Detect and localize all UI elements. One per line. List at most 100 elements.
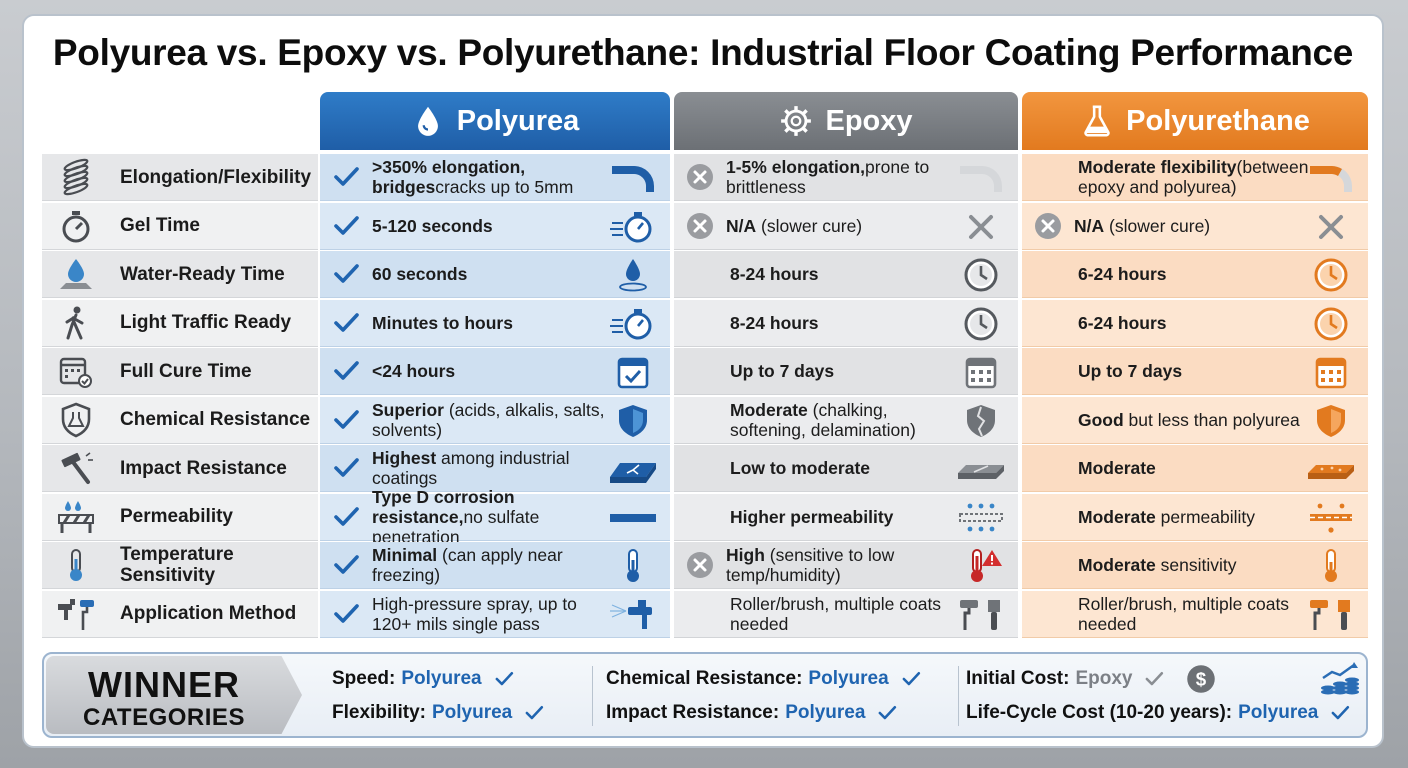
cell-text: Minimal (can apply near freezing) (372, 545, 608, 585)
cell-text-bold: Higher permeability (730, 506, 894, 527)
epoxy-cell: High (sensitive to low temp/humidity) (674, 542, 1018, 589)
cross-circle-icon (686, 163, 714, 191)
check-icon (332, 357, 360, 385)
curve-blue-icon (608, 160, 658, 196)
row-label-cell: Application Method (42, 590, 318, 638)
coins-growth-icon (1321, 662, 1359, 695)
cell-text-bold: Good (1078, 409, 1124, 430)
cell-text-bold: Up to 7 days (730, 361, 835, 381)
cell-text-bold: N/A (726, 215, 757, 236)
winner-item-value: Polyurea (808, 668, 889, 689)
gear-icon (781, 106, 812, 136)
epoxy-cell: 8-24 hours (674, 299, 1018, 347)
cell-text: 5-120 seconds (372, 216, 608, 236)
cell-text-rest: no sulfate penetration (372, 506, 540, 547)
winner-item-value: Polyurea (431, 702, 513, 723)
winner-item: Speed: Polyurea (332, 668, 514, 690)
epoxy-cell: Higher permeability (674, 493, 1018, 541)
row-label: Elongation/Flexibility (120, 166, 312, 188)
check-icon (1138, 668, 1164, 690)
clock-grey-icon (956, 306, 1006, 342)
cell-text-bold: 8-24 hours (730, 312, 819, 333)
table-row: Application Method High-pressure spray, u… (42, 590, 1368, 640)
check-icon (332, 212, 360, 240)
drops-through-grey-icon (956, 500, 1006, 536)
cell-text-bold: Type D corrosion resistance, (372, 486, 515, 527)
polyurethane-cell: Moderate sensitivity (1022, 542, 1368, 589)
cell-text-bold: N/A (1074, 215, 1105, 236)
cell-text-bold: 1-5% elongation, (726, 157, 866, 177)
table-row: Impact Resistance Highest among industria… (42, 445, 1368, 494)
check-icon (895, 668, 921, 690)
winner-item: Initial Cost: Epoxy (966, 668, 1164, 690)
thermometer-warning-icon (956, 548, 1006, 584)
cell-text-bold: 5-120 seconds (372, 215, 493, 236)
row-label: Permeability (120, 506, 233, 527)
impact-blue-icon (608, 451, 658, 487)
cell-text-bold: Minutes to hours (372, 312, 513, 333)
check-icon (332, 260, 360, 288)
water-drop-icon (56, 254, 96, 294)
winner-item: Impact Resistance: Polyurea (606, 702, 897, 724)
check-icon (488, 668, 514, 690)
cell-text: 6-24 hours (1078, 264, 1314, 284)
cell-text-rest: sensitivity (1155, 555, 1237, 575)
check-icon (332, 454, 360, 482)
winner-item: Flexibility: Polyurea (332, 702, 544, 724)
epoxy-cell: Moderate (chalking, softening, delaminat… (674, 396, 1018, 444)
check-icon (518, 702, 544, 724)
svg-text:$: $ (1196, 668, 1207, 689)
check-icon (332, 600, 360, 628)
cell-text-rest: but less than polyurea (1123, 409, 1300, 430)
cell-text-bold: High (726, 545, 765, 565)
infographic-board: Polyurea vs. Epoxy vs. Polyurethane: Ind… (22, 14, 1384, 748)
x-grey-icon (956, 209, 1006, 245)
spray-roller-icon (56, 594, 96, 634)
polyurea-cell: High-pressure spray, up to 120+ mils sin… (320, 590, 670, 638)
calendar-orange-icon (1306, 354, 1356, 390)
cross-circle-icon (686, 212, 714, 240)
cell-text: High-pressure spray, up to 120+ mils sin… (372, 594, 608, 634)
cell-text-bold: Up to 7 days (1078, 361, 1183, 381)
hammer-icon (56, 448, 96, 488)
row-label-cell: Water-Ready Time (42, 251, 318, 298)
dollar-icon: $ (1187, 665, 1215, 693)
solid-layer-icon (608, 500, 658, 536)
table-row: Water-Ready Time 60 seconds 8-24 hours 6-24… (42, 251, 1368, 300)
cell-text: Moderate (1078, 458, 1314, 478)
polyurethane-cell: Moderate permeability (1022, 493, 1368, 541)
winner-item-label: Chemical Resistance: (606, 668, 803, 689)
shield-cracked-icon (956, 403, 1006, 439)
cell-text: Moderate permeability (1078, 507, 1314, 527)
row-label: Full Cure Time (120, 360, 252, 382)
cell-text: 60 seconds (372, 264, 608, 284)
cell-text-bold: 6-24 hours (1078, 264, 1167, 284)
winner-badge-subtitle: CATEGORIES (83, 704, 245, 731)
polyurea-cell: 60 seconds (320, 251, 670, 298)
cell-text: High (sensitive to low temp/humidity) (726, 545, 962, 585)
table-row: Elongation/Flexibility >350% elongation, … (42, 154, 1368, 203)
x-grey-icon (1306, 209, 1356, 245)
cell-text: Highest among industrial coatings (372, 448, 608, 488)
divider (958, 666, 959, 726)
table-row: Chemical Resistance Superior (acids, alka… (42, 396, 1368, 446)
column-header-label: Epoxy (825, 104, 913, 137)
table-row: Full Cure Time <24 hours Up to 7 days Up to… (42, 348, 1368, 397)
polyurethane-cell: Moderate (1022, 445, 1368, 492)
row-label-cell: Impact Resistance (42, 445, 318, 492)
polyurea-cell: >350% elongation, bridgescracks up to 5m… (320, 154, 670, 201)
stopwatch-fast-icon (608, 209, 658, 245)
check-icon (332, 551, 360, 579)
winner-badge-title: WINNER (88, 664, 240, 705)
cell-text-rest: (chalking, softening, delamination) (730, 399, 916, 440)
curve-grey-icon (956, 160, 1006, 196)
row-label: Temperature Sensitivity (120, 544, 234, 586)
cell-text-rest: permeability (1155, 506, 1256, 527)
cell-text-bold: Minimal (372, 545, 438, 565)
polyurethane-cell: N/A (slower cure) (1022, 202, 1368, 250)
roller-brush-orange-icon (1306, 597, 1356, 633)
winner-categories-bar: WINNER CATEGORIES Speed: Polyurea Flexibil… (42, 652, 1368, 738)
column-header-polyurea: Polyurea (320, 92, 670, 150)
cell-text: Up to 7 days (1078, 361, 1314, 381)
winner-item-value: Epoxy (1075, 668, 1133, 689)
